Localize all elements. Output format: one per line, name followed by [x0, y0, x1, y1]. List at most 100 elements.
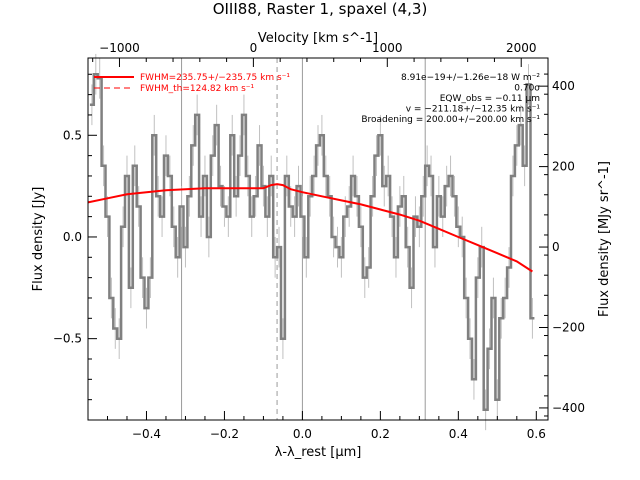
spectrum-point — [204, 175, 206, 177]
spectrum-point — [422, 195, 424, 197]
spectrum-point — [157, 195, 159, 197]
spectrum-point — [329, 195, 331, 197]
y-tick-label: 0.0 — [63, 230, 82, 244]
spectrum-point — [492, 297, 495, 299]
spectrum-point — [95, 73, 97, 75]
spectrum-point — [488, 348, 491, 350]
spectrum-point — [91, 104, 93, 106]
spectrum-point — [524, 165, 526, 167]
spectrum-point — [410, 287, 413, 289]
spectrum-point — [375, 155, 378, 157]
spectrum-point — [344, 216, 346, 218]
y-axis-label: Flux density [Jy] — [31, 187, 46, 292]
spectrum-point — [243, 114, 245, 116]
spectrum-point — [438, 195, 440, 197]
legend: FWHM=235.75+/−235.75 km s⁻¹FWHM_th=124.8… — [94, 73, 290, 94]
legend-label: FWHM=235.75+/−235.75 km s⁻¹ — [140, 73, 290, 83]
spectrum-point — [192, 144, 194, 147]
y2-tick-label: −400 — [552, 401, 585, 415]
spectrum-point — [102, 165, 105, 167]
spectrum-point — [395, 256, 397, 258]
spectrum-point — [106, 216, 109, 218]
spectrum-point — [305, 256, 307, 258]
spectrum-point — [274, 256, 276, 258]
spectrum-point — [434, 246, 436, 248]
spectrum-point — [426, 165, 428, 167]
spectrum-point — [430, 175, 432, 177]
spectrum-point — [173, 226, 175, 228]
spectrum-point — [161, 216, 163, 218]
x-tick-label: −0.4 — [132, 427, 161, 441]
legend-label: FWHM_th=124.82 km s⁻¹ — [140, 84, 255, 94]
spectrum-point — [340, 256, 342, 258]
spectrum-point — [527, 83, 530, 86]
spectrum-point — [387, 175, 389, 177]
x2-tick-label: 1000 — [372, 41, 403, 55]
spectrum-point — [407, 246, 409, 248]
spectrum-point — [379, 134, 381, 136]
spectrum-point — [516, 144, 518, 147]
spectrum-point — [208, 236, 210, 238]
x2-tick-label: 0 — [250, 41, 258, 55]
spectrum-point — [332, 236, 335, 238]
spectrum-point — [266, 216, 268, 218]
y-tick-label: 0.5 — [63, 128, 82, 142]
spectrum-point — [461, 236, 463, 238]
annotation-line: 8.91e−19+/−1.26e−18 W m⁻² — [401, 73, 540, 83]
annotation-line: 0.70σ — [514, 84, 540, 94]
spectrum-point — [169, 175, 171, 177]
annotation-line: v = −211.18+/−12.35 km s⁻¹ — [406, 105, 541, 115]
spectrum-point — [403, 195, 405, 197]
spectrum-point — [469, 338, 471, 340]
spectrum-point — [141, 277, 144, 279]
spectrum-point — [418, 226, 420, 228]
spectrum-point — [251, 216, 253, 218]
spectrum-point — [99, 77, 101, 79]
spectrum-point — [110, 297, 112, 299]
spectrum-point — [309, 195, 311, 197]
spectrum-point — [258, 144, 261, 147]
x2-tick-label: −1000 — [99, 41, 140, 55]
spectrum-point — [465, 297, 467, 299]
x-tick-label: −0.2 — [210, 427, 239, 441]
series-spectrum — [89, 73, 535, 412]
spectrum-point — [216, 124, 218, 126]
spectrum-point — [352, 175, 354, 177]
spectrum-point — [122, 226, 124, 228]
spectrum-point — [520, 124, 522, 126]
spectrum-point — [196, 114, 198, 116]
spectrum-point — [504, 297, 506, 299]
spectrum-point — [336, 246, 339, 248]
spectrum-point — [177, 256, 179, 258]
spectrum-point — [223, 205, 226, 208]
annotation-line: EQW_obs = −0.11 μm — [440, 94, 540, 104]
spectrum-point — [134, 165, 136, 167]
spectrum-point — [212, 155, 214, 157]
y2-tick-label: 200 — [552, 160, 575, 174]
spectrum-point — [457, 226, 459, 228]
x-tick-label: 0.2 — [371, 427, 390, 441]
series-fit — [87, 183, 533, 273]
spectrum-point — [184, 246, 187, 248]
spectrum-point — [508, 266, 510, 269]
spectrum-point — [278, 246, 280, 248]
spectrum-point — [126, 175, 128, 177]
spectrum-point — [348, 205, 350, 208]
spectrum-point — [239, 155, 241, 157]
spectrum-point — [446, 185, 448, 187]
spectrum-point — [165, 155, 167, 157]
x-axis-label: λ-λ_rest [μm] — [275, 445, 362, 460]
x-tick-label: 0.0 — [293, 427, 312, 441]
spectrum-point — [114, 327, 116, 330]
spectrum-point — [371, 195, 374, 197]
spectrum-point — [496, 399, 498, 401]
spectrum-point — [227, 216, 229, 218]
spectrum-point — [399, 205, 401, 208]
spectrum-point — [235, 195, 237, 197]
x2-axis-label: Velocity [km s^-1] — [258, 31, 378, 46]
spectrum-point — [485, 409, 487, 411]
y-tick-label: −0.5 — [53, 332, 82, 346]
spectrum-point — [138, 205, 140, 208]
